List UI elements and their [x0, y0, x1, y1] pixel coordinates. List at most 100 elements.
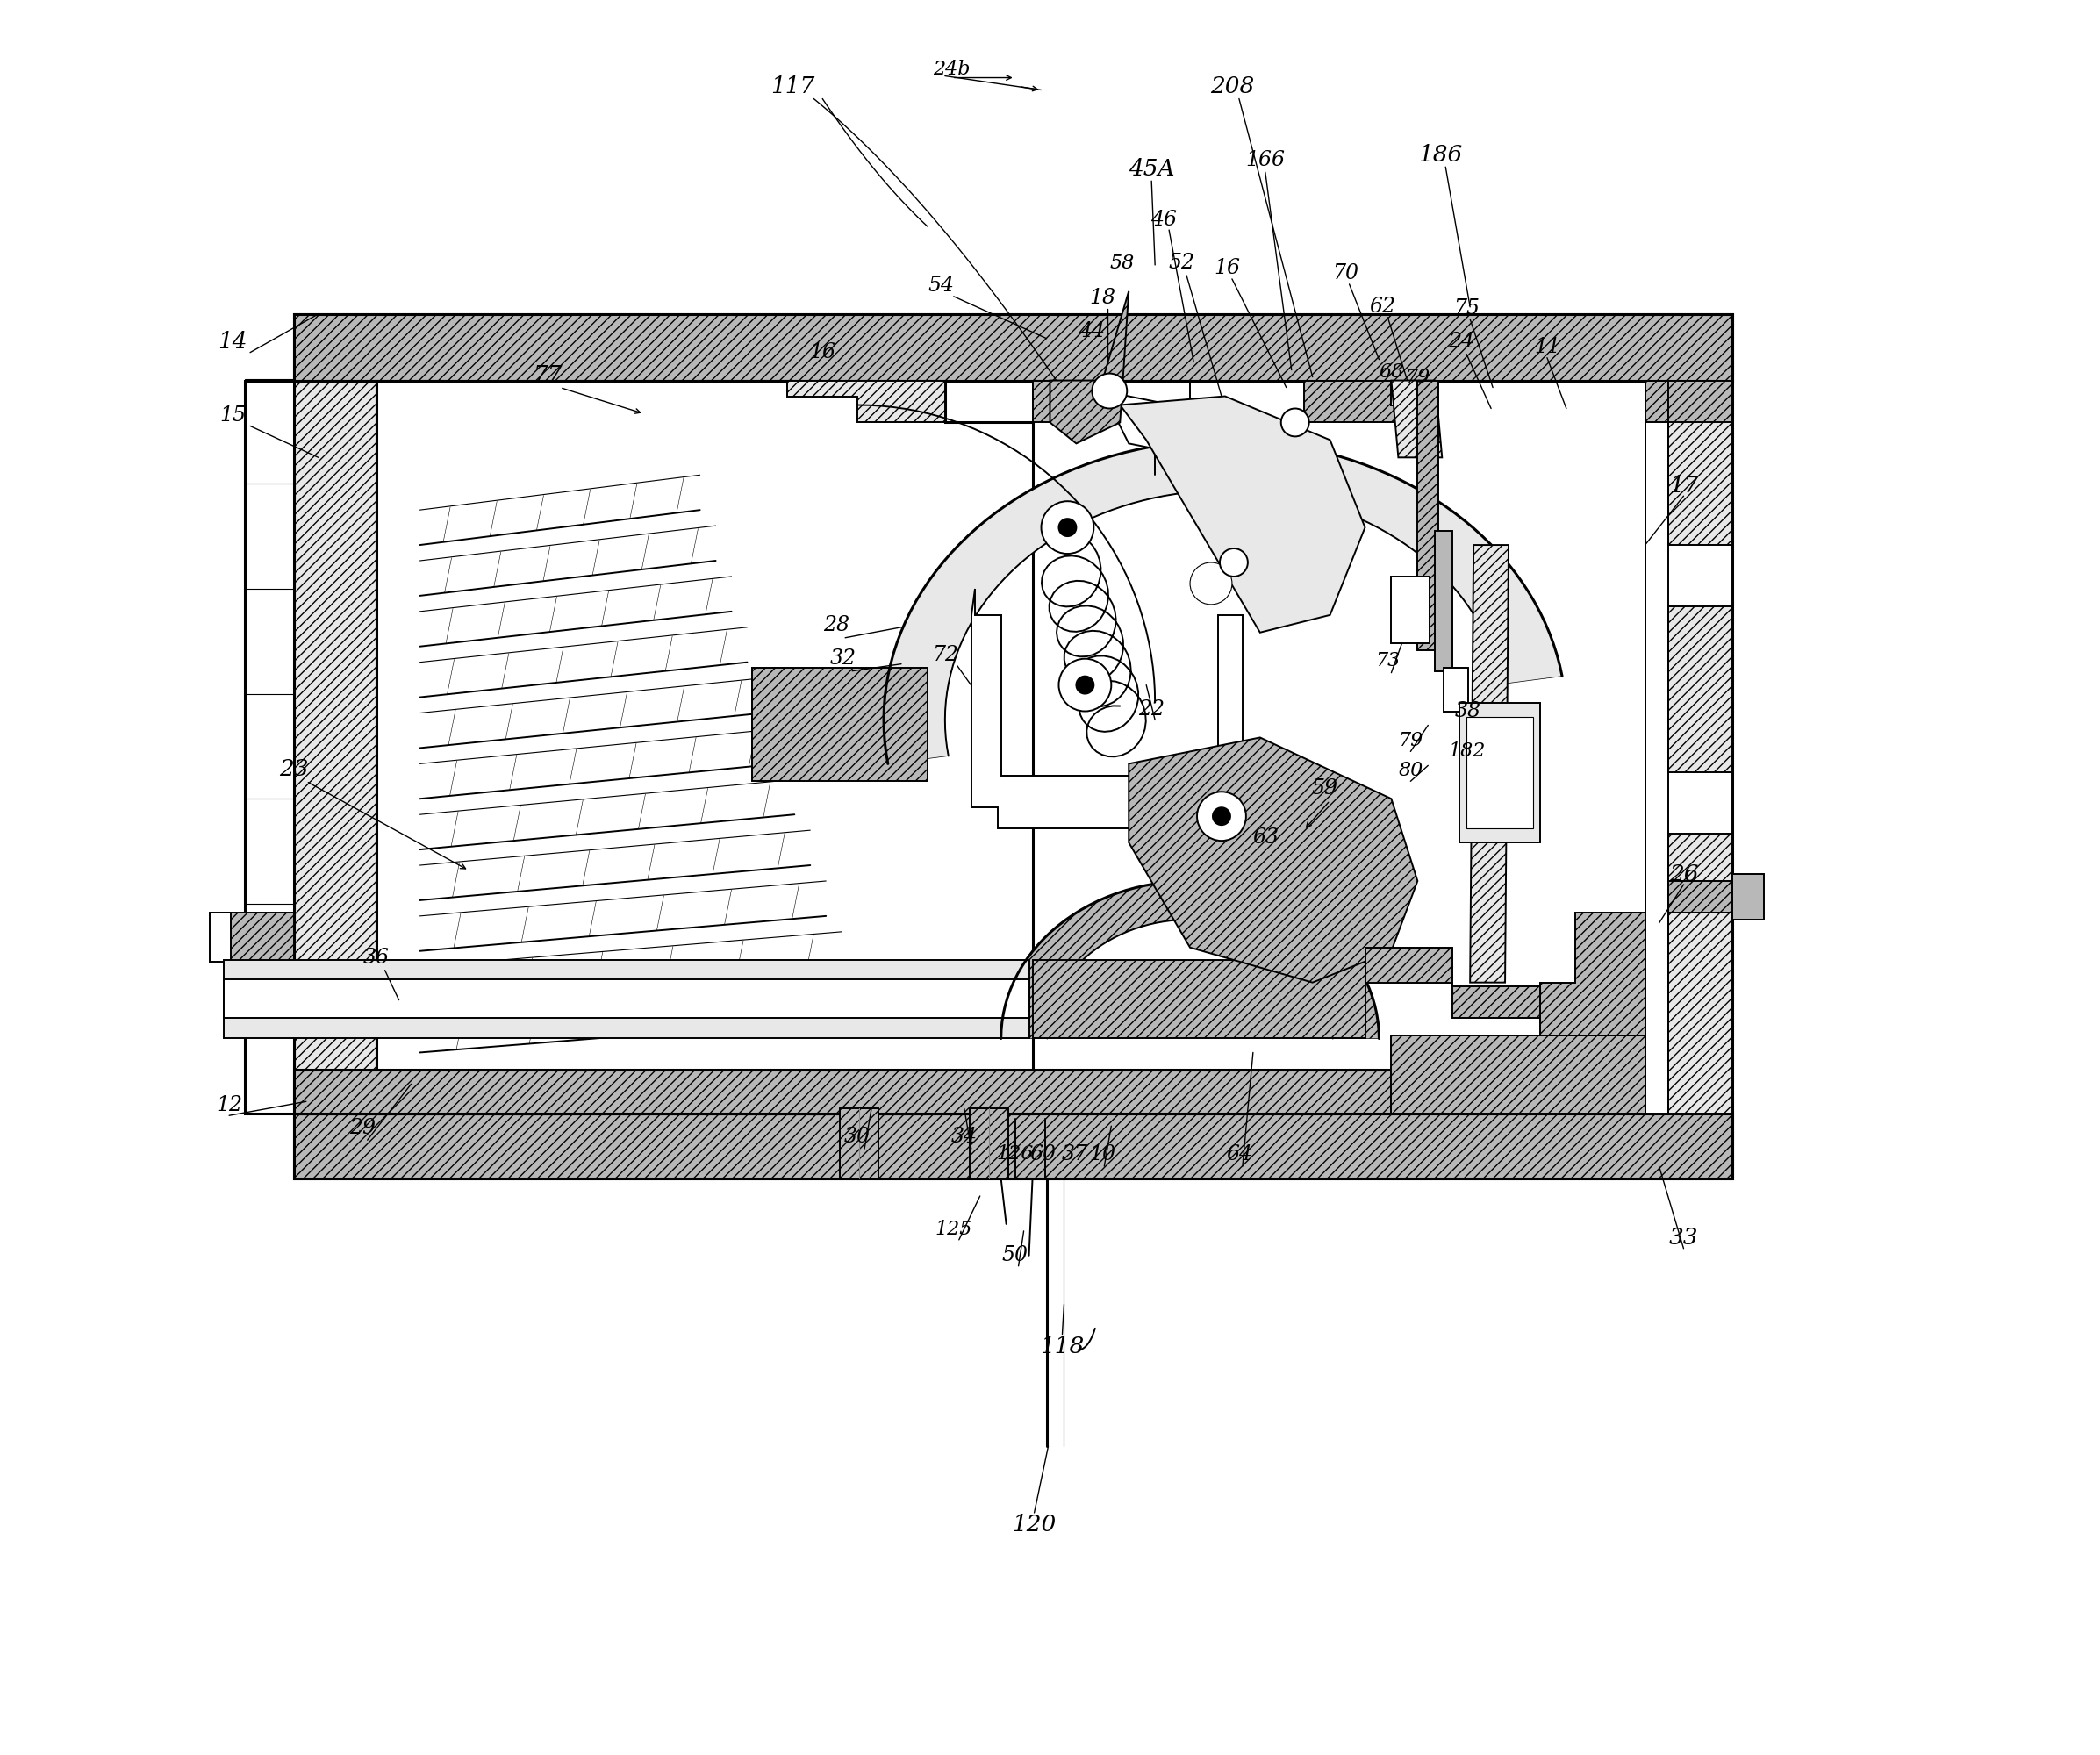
Bar [1732, 874, 1764, 920]
Circle shape [1191, 562, 1233, 604]
Polygon shape [376, 381, 1033, 1114]
Bar [1418, 381, 1439, 649]
Text: 14: 14 [218, 332, 248, 353]
Text: 118: 118 [1040, 1336, 1084, 1358]
Circle shape [1197, 792, 1245, 841]
Circle shape [1042, 502, 1094, 555]
Polygon shape [294, 1114, 1732, 1179]
Bar [225, 913, 294, 962]
Text: 18: 18 [1090, 288, 1115, 309]
Bar [225, 979, 1029, 1018]
Text: 68: 68 [1380, 362, 1403, 381]
Text: 24: 24 [1449, 332, 1474, 353]
Text: 29: 29 [349, 1118, 376, 1137]
Polygon shape [1050, 291, 1130, 444]
Text: 16: 16 [1214, 258, 1239, 279]
Bar [210, 913, 231, 962]
Text: 62: 62 [1369, 297, 1396, 318]
Text: 52: 52 [1168, 253, 1195, 274]
Text: 26: 26 [1670, 863, 1699, 885]
Text: 22: 22 [1138, 700, 1166, 720]
Text: 80: 80 [1399, 762, 1424, 781]
Polygon shape [1539, 913, 1644, 1035]
Text: 63: 63 [1252, 827, 1279, 848]
Text: 30: 30 [844, 1127, 872, 1146]
Text: 12: 12 [216, 1095, 242, 1114]
Text: 125: 125 [934, 1220, 972, 1239]
Text: 126: 126 [995, 1144, 1033, 1164]
Text: 44: 44 [1079, 321, 1105, 342]
Polygon shape [1470, 546, 1508, 983]
Text: 23: 23 [279, 758, 309, 779]
Polygon shape [1392, 1035, 1644, 1114]
Polygon shape [970, 588, 1243, 828]
Polygon shape [1304, 381, 1434, 423]
Polygon shape [1392, 381, 1443, 458]
Bar [1644, 381, 1732, 423]
Text: 77: 77 [533, 365, 563, 386]
Circle shape [1281, 409, 1308, 437]
Bar [1445, 667, 1468, 711]
Circle shape [1058, 658, 1111, 711]
Circle shape [1077, 676, 1094, 693]
Bar [1667, 881, 1739, 913]
Text: 17: 17 [1670, 474, 1699, 497]
Polygon shape [1130, 737, 1418, 983]
Text: 34: 34 [951, 1127, 977, 1146]
Text: 33: 33 [1670, 1227, 1699, 1250]
Polygon shape [752, 667, 928, 781]
Bar [840, 1109, 878, 1179]
Polygon shape [294, 381, 376, 1114]
Text: 15: 15 [220, 405, 246, 425]
Polygon shape [1002, 881, 1380, 1039]
Text: 166: 166 [1245, 149, 1285, 170]
Text: 120: 120 [1012, 1515, 1056, 1536]
Bar [1667, 834, 1732, 1114]
Polygon shape [1102, 391, 1287, 476]
Bar [225, 960, 1029, 1039]
Text: 11: 11 [1533, 337, 1560, 358]
Text: 38: 38 [1455, 702, 1480, 721]
Polygon shape [1119, 397, 1365, 632]
Text: 79: 79 [1405, 367, 1430, 386]
Polygon shape [1644, 381, 1732, 1114]
Text: 37: 37 [1060, 1144, 1088, 1164]
Circle shape [1092, 374, 1128, 409]
Circle shape [1214, 807, 1231, 825]
Polygon shape [1033, 381, 1155, 423]
Polygon shape [294, 314, 1732, 381]
Circle shape [1220, 549, 1247, 576]
Text: 24b: 24b [932, 60, 970, 79]
Text: 45A: 45A [1128, 158, 1174, 179]
Text: 32: 32 [830, 649, 857, 669]
Circle shape [1058, 519, 1077, 537]
Polygon shape [376, 381, 945, 423]
Text: 36: 36 [363, 948, 388, 969]
Text: 208: 208 [1210, 75, 1254, 98]
Text: 60: 60 [1029, 1144, 1056, 1164]
Bar [246, 381, 294, 1114]
Text: 117: 117 [771, 75, 815, 98]
Polygon shape [1365, 948, 1539, 1018]
Bar [1434, 532, 1453, 670]
Bar [294, 314, 1732, 1179]
Text: 73: 73 [1376, 651, 1401, 670]
Text: 10: 10 [1090, 1144, 1115, 1164]
Text: 182: 182 [1449, 742, 1485, 762]
Bar [1667, 605, 1732, 772]
Text: 79: 79 [1399, 732, 1424, 751]
Text: 54: 54 [928, 276, 955, 297]
Polygon shape [1033, 960, 1365, 1039]
Text: 72: 72 [932, 646, 958, 665]
Text: 16: 16 [809, 342, 836, 363]
Text: 50: 50 [1002, 1246, 1029, 1265]
Polygon shape [884, 441, 1562, 763]
Polygon shape [1460, 702, 1539, 842]
Text: 46: 46 [1151, 209, 1176, 230]
Bar [1667, 381, 1732, 546]
Text: 64: 64 [1226, 1144, 1252, 1164]
Text: 59: 59 [1312, 777, 1338, 799]
Text: 75: 75 [1453, 298, 1480, 319]
Polygon shape [294, 1039, 1539, 1114]
Bar [970, 1109, 1008, 1179]
